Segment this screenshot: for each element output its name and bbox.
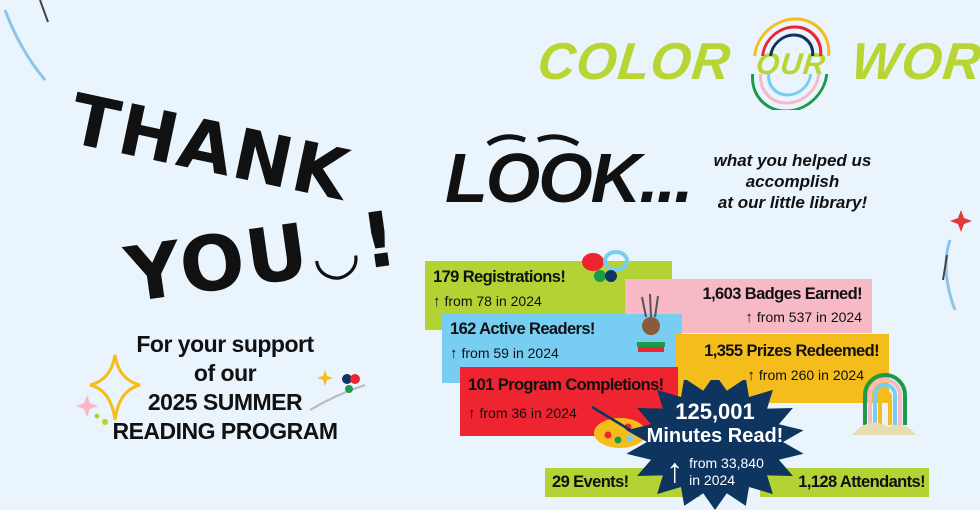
logo-color-text: COLOR xyxy=(534,33,734,91)
color-our-world-logo: COLOR OUR WORLDTM xyxy=(534,17,980,111)
minutes-starburst xyxy=(626,380,804,510)
butterfly-icon xyxy=(582,250,629,282)
paint-palette-icon xyxy=(591,405,646,448)
stat-headline: 1,128 Attendants! xyxy=(798,473,925,491)
minutes-compare: from 33,840 xyxy=(689,454,764,471)
tagline-line: at our little library! xyxy=(717,193,868,212)
doodle-icon xyxy=(942,210,972,311)
stat-compare: from 260 in 2024 xyxy=(758,367,864,383)
eyebrows-icon xyxy=(486,134,580,147)
tagline-line: accomplish xyxy=(745,172,840,191)
stat-compare: from 537 in 2024 xyxy=(756,309,862,325)
starburst-shape xyxy=(626,380,804,510)
up-arrow-icon: ↑ xyxy=(468,405,476,422)
minutes-value: 125,001 xyxy=(675,399,755,424)
doodle-icon xyxy=(3,0,49,81)
stat-headline: 29 Events! xyxy=(552,473,629,491)
look-tagline: what you helped us accomplish at our lit… xyxy=(700,150,885,213)
tagline-line: what you helped us xyxy=(713,151,872,170)
you-heading: YOU◡! xyxy=(120,193,404,319)
minutes-label: Minutes Read! xyxy=(646,425,784,447)
stat-headline: 179 Registrations! xyxy=(433,268,566,286)
stat-compare: from 59 in 2024 xyxy=(461,345,559,361)
smile-icon: ◡ xyxy=(309,218,364,290)
support-line: READING PROGRAM xyxy=(112,418,338,444)
logo-our: OUR xyxy=(744,17,838,111)
support-line: of our xyxy=(193,360,257,386)
up-arrow-icon: ↑ xyxy=(433,293,441,310)
support-message: For your support of our 2025 SUMMER READ… xyxy=(95,330,355,446)
support-line: 2025 SUMMER xyxy=(147,389,303,415)
reader-with-pencils-icon xyxy=(637,293,665,352)
logo-world-text: WORLD xyxy=(848,33,980,91)
stat-headline: 162 Active Readers! xyxy=(450,320,595,338)
exclaim-text: ! xyxy=(355,193,405,287)
up-arrow-icon: ↑ xyxy=(745,309,753,326)
sparkle-icon xyxy=(76,354,141,425)
rainbow-ring-icon xyxy=(751,17,831,111)
stat-compare: from 78 in 2024 xyxy=(444,293,542,309)
stat-compare: from 36 in 2024 xyxy=(479,405,577,421)
stat-headline: 1,603 Badges Earned! xyxy=(702,285,863,303)
stat-headline: 101 Program Completions! xyxy=(468,376,664,394)
completions-stat: 101 Program Completions! ↑ from 36 in 202… xyxy=(460,367,678,436)
you-text: YOU xyxy=(120,205,316,320)
up-arrow-icon: ↑ xyxy=(666,452,684,490)
butterfly-doodle-icon xyxy=(309,370,366,411)
support-line: For your support xyxy=(136,331,314,357)
look-heading: LOOK... xyxy=(445,139,694,217)
thank-heading: THANK xyxy=(62,78,358,218)
up-arrow-icon: ↑ xyxy=(747,367,755,384)
minutes-compare-year: in 2024 xyxy=(689,471,736,488)
stat-headline: 1,355 Prizes Redeemed! xyxy=(704,342,879,360)
minutes-stat: 125,001 Minutes Read! ↑ from 33,840 in 2… xyxy=(645,400,785,491)
up-arrow-icon: ↑ xyxy=(450,345,458,362)
rainbow-icon xyxy=(852,373,916,435)
